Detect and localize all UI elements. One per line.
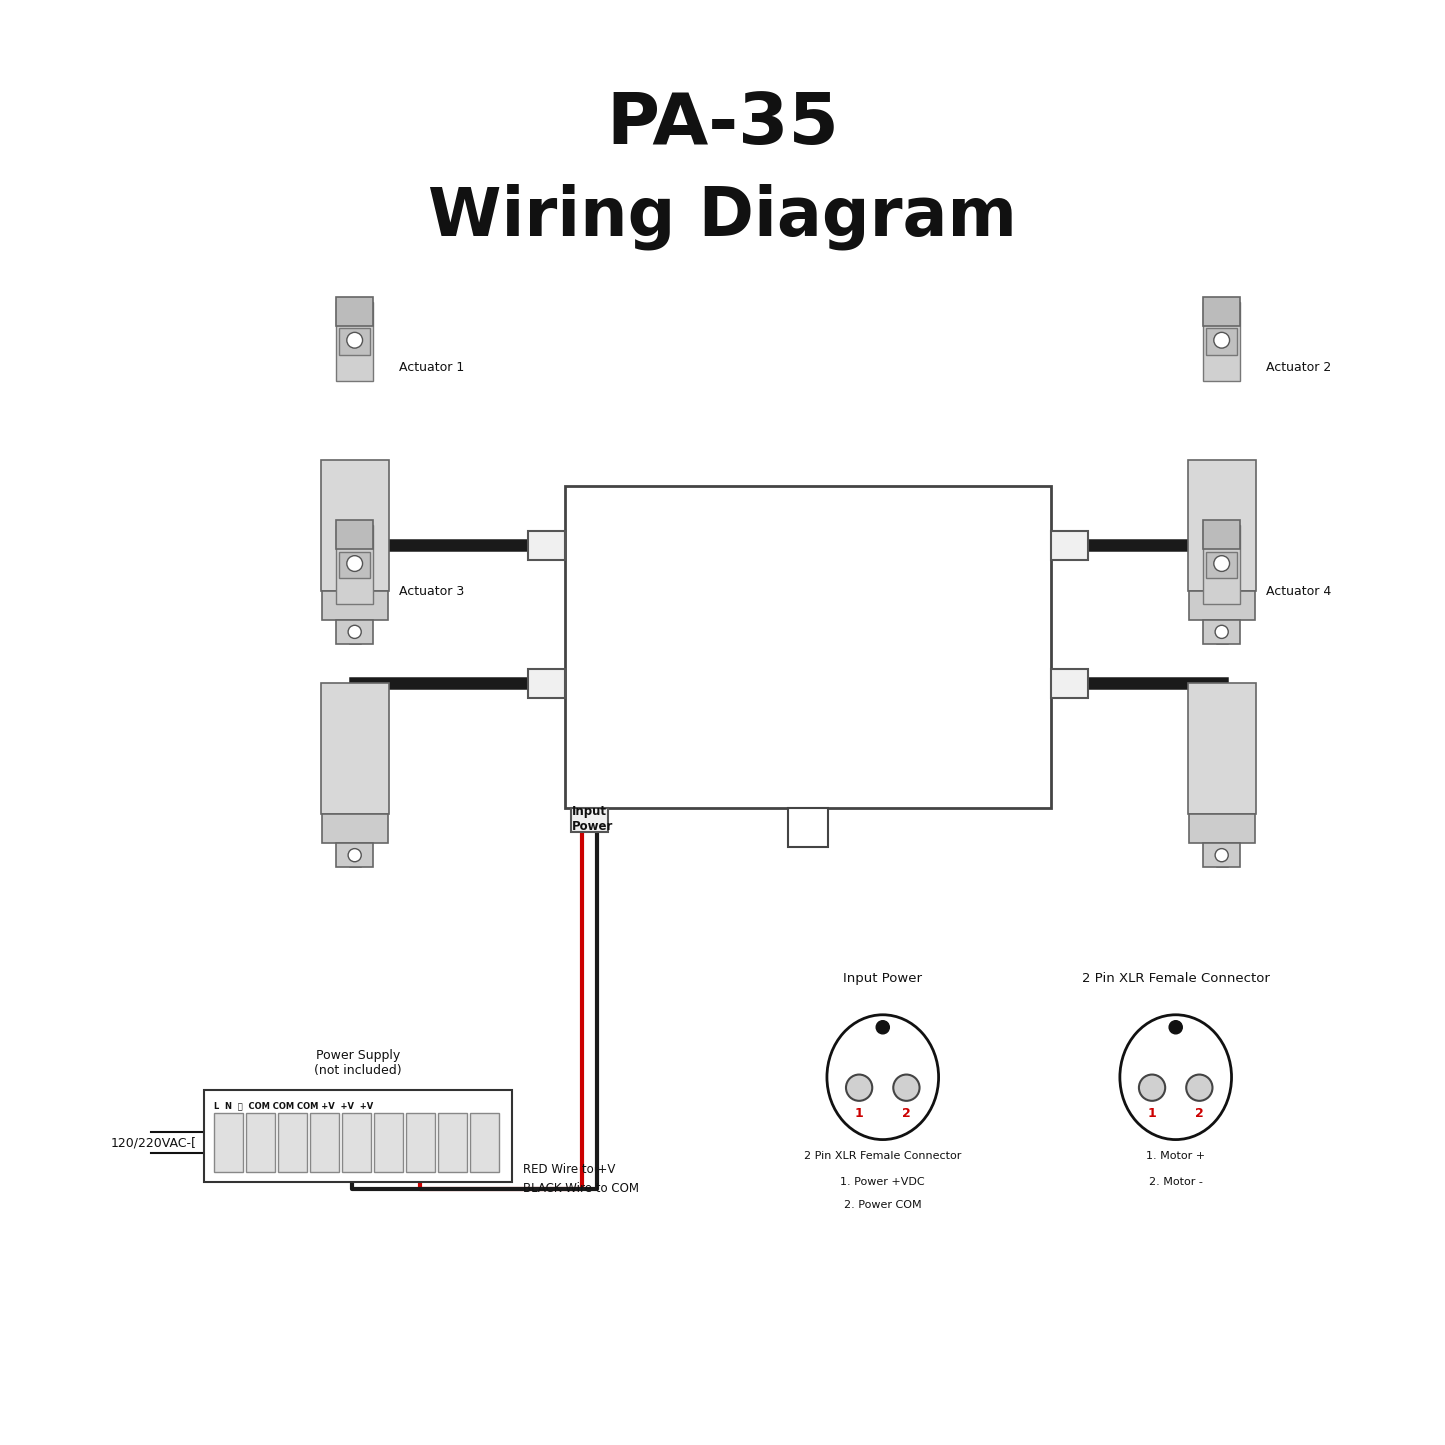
FancyBboxPatch shape bbox=[246, 1113, 276, 1172]
Ellipse shape bbox=[1120, 1014, 1231, 1140]
Circle shape bbox=[347, 332, 363, 348]
Text: 2: 2 bbox=[902, 1107, 910, 1120]
Text: 2. Power COM: 2. Power COM bbox=[844, 1199, 922, 1209]
FancyBboxPatch shape bbox=[337, 620, 373, 643]
FancyBboxPatch shape bbox=[214, 1113, 243, 1172]
Text: 2 Pin XLR Female Connector: 2 Pin XLR Female Connector bbox=[803, 1152, 961, 1160]
Text: Actuator 3: Actuator 3 bbox=[399, 585, 465, 598]
Circle shape bbox=[893, 1075, 919, 1101]
FancyBboxPatch shape bbox=[311, 1113, 340, 1172]
FancyBboxPatch shape bbox=[1051, 669, 1088, 698]
FancyBboxPatch shape bbox=[342, 1113, 371, 1172]
Ellipse shape bbox=[827, 1014, 939, 1140]
Circle shape bbox=[348, 848, 361, 861]
Circle shape bbox=[1215, 626, 1228, 639]
FancyBboxPatch shape bbox=[337, 526, 373, 604]
Circle shape bbox=[876, 1020, 889, 1033]
FancyBboxPatch shape bbox=[1189, 591, 1254, 620]
FancyBboxPatch shape bbox=[1207, 328, 1237, 354]
FancyBboxPatch shape bbox=[204, 1091, 513, 1182]
Text: Wiring Diagram: Wiring Diagram bbox=[428, 184, 1017, 250]
FancyBboxPatch shape bbox=[322, 591, 387, 620]
Circle shape bbox=[1186, 1075, 1212, 1101]
Text: 2: 2 bbox=[1195, 1107, 1204, 1120]
Text: Actuator 2: Actuator 2 bbox=[1266, 361, 1332, 374]
FancyBboxPatch shape bbox=[1204, 296, 1240, 325]
FancyBboxPatch shape bbox=[571, 808, 608, 831]
FancyBboxPatch shape bbox=[277, 1113, 308, 1172]
FancyBboxPatch shape bbox=[1204, 844, 1240, 867]
Text: Input
Power: Input Power bbox=[571, 805, 613, 834]
Text: RED Wire to +V: RED Wire to +V bbox=[523, 1163, 616, 1176]
Text: 1. Motor +: 1. Motor + bbox=[1146, 1152, 1205, 1160]
Circle shape bbox=[1169, 1020, 1182, 1033]
Text: L  N  ⏚  COM COM COM +V  +V  +V: L N ⏚ COM COM COM +V +V +V bbox=[214, 1101, 373, 1111]
FancyBboxPatch shape bbox=[321, 460, 389, 591]
Text: 120/220VAC-[: 120/220VAC-[ bbox=[111, 1136, 197, 1149]
Circle shape bbox=[1139, 1075, 1165, 1101]
Text: Input Power: Input Power bbox=[844, 972, 922, 985]
FancyBboxPatch shape bbox=[322, 815, 387, 844]
FancyBboxPatch shape bbox=[337, 844, 373, 867]
FancyBboxPatch shape bbox=[1051, 530, 1088, 559]
Text: Power Supply
(not included): Power Supply (not included) bbox=[314, 1049, 402, 1077]
Text: 2. Motor -: 2. Motor - bbox=[1149, 1178, 1202, 1188]
Text: Actuator 1: Actuator 1 bbox=[399, 361, 465, 374]
Circle shape bbox=[845, 1075, 873, 1101]
FancyBboxPatch shape bbox=[337, 296, 373, 325]
Text: 1: 1 bbox=[855, 1107, 864, 1120]
Circle shape bbox=[347, 556, 363, 571]
FancyBboxPatch shape bbox=[438, 1113, 467, 1172]
FancyBboxPatch shape bbox=[1188, 683, 1256, 815]
FancyBboxPatch shape bbox=[470, 1113, 499, 1172]
Text: 1: 1 bbox=[1147, 1107, 1156, 1120]
FancyBboxPatch shape bbox=[1188, 460, 1256, 591]
FancyBboxPatch shape bbox=[321, 683, 389, 815]
FancyBboxPatch shape bbox=[340, 552, 370, 578]
Text: Actuator 4: Actuator 4 bbox=[1266, 585, 1332, 598]
Circle shape bbox=[1214, 332, 1230, 348]
FancyBboxPatch shape bbox=[1207, 552, 1237, 578]
FancyBboxPatch shape bbox=[1189, 815, 1254, 844]
FancyBboxPatch shape bbox=[340, 328, 370, 354]
FancyBboxPatch shape bbox=[406, 1113, 435, 1172]
FancyBboxPatch shape bbox=[1204, 526, 1240, 604]
FancyBboxPatch shape bbox=[527, 669, 565, 698]
Circle shape bbox=[1215, 848, 1228, 861]
FancyBboxPatch shape bbox=[565, 486, 1051, 808]
Circle shape bbox=[348, 626, 361, 639]
FancyBboxPatch shape bbox=[1204, 620, 1240, 643]
FancyBboxPatch shape bbox=[337, 520, 373, 549]
FancyBboxPatch shape bbox=[1204, 302, 1240, 381]
Text: PA-35: PA-35 bbox=[605, 90, 840, 159]
FancyBboxPatch shape bbox=[1204, 520, 1240, 549]
FancyBboxPatch shape bbox=[527, 530, 565, 559]
Circle shape bbox=[1214, 556, 1230, 571]
FancyBboxPatch shape bbox=[374, 1113, 403, 1172]
Text: 1. Power +VDC: 1. Power +VDC bbox=[841, 1178, 925, 1188]
Text: 2 Pin XLR Female Connector: 2 Pin XLR Female Connector bbox=[1082, 972, 1270, 985]
FancyBboxPatch shape bbox=[788, 808, 828, 847]
Text: BLACK Wire to COM: BLACK Wire to COM bbox=[523, 1182, 639, 1195]
FancyBboxPatch shape bbox=[337, 302, 373, 381]
